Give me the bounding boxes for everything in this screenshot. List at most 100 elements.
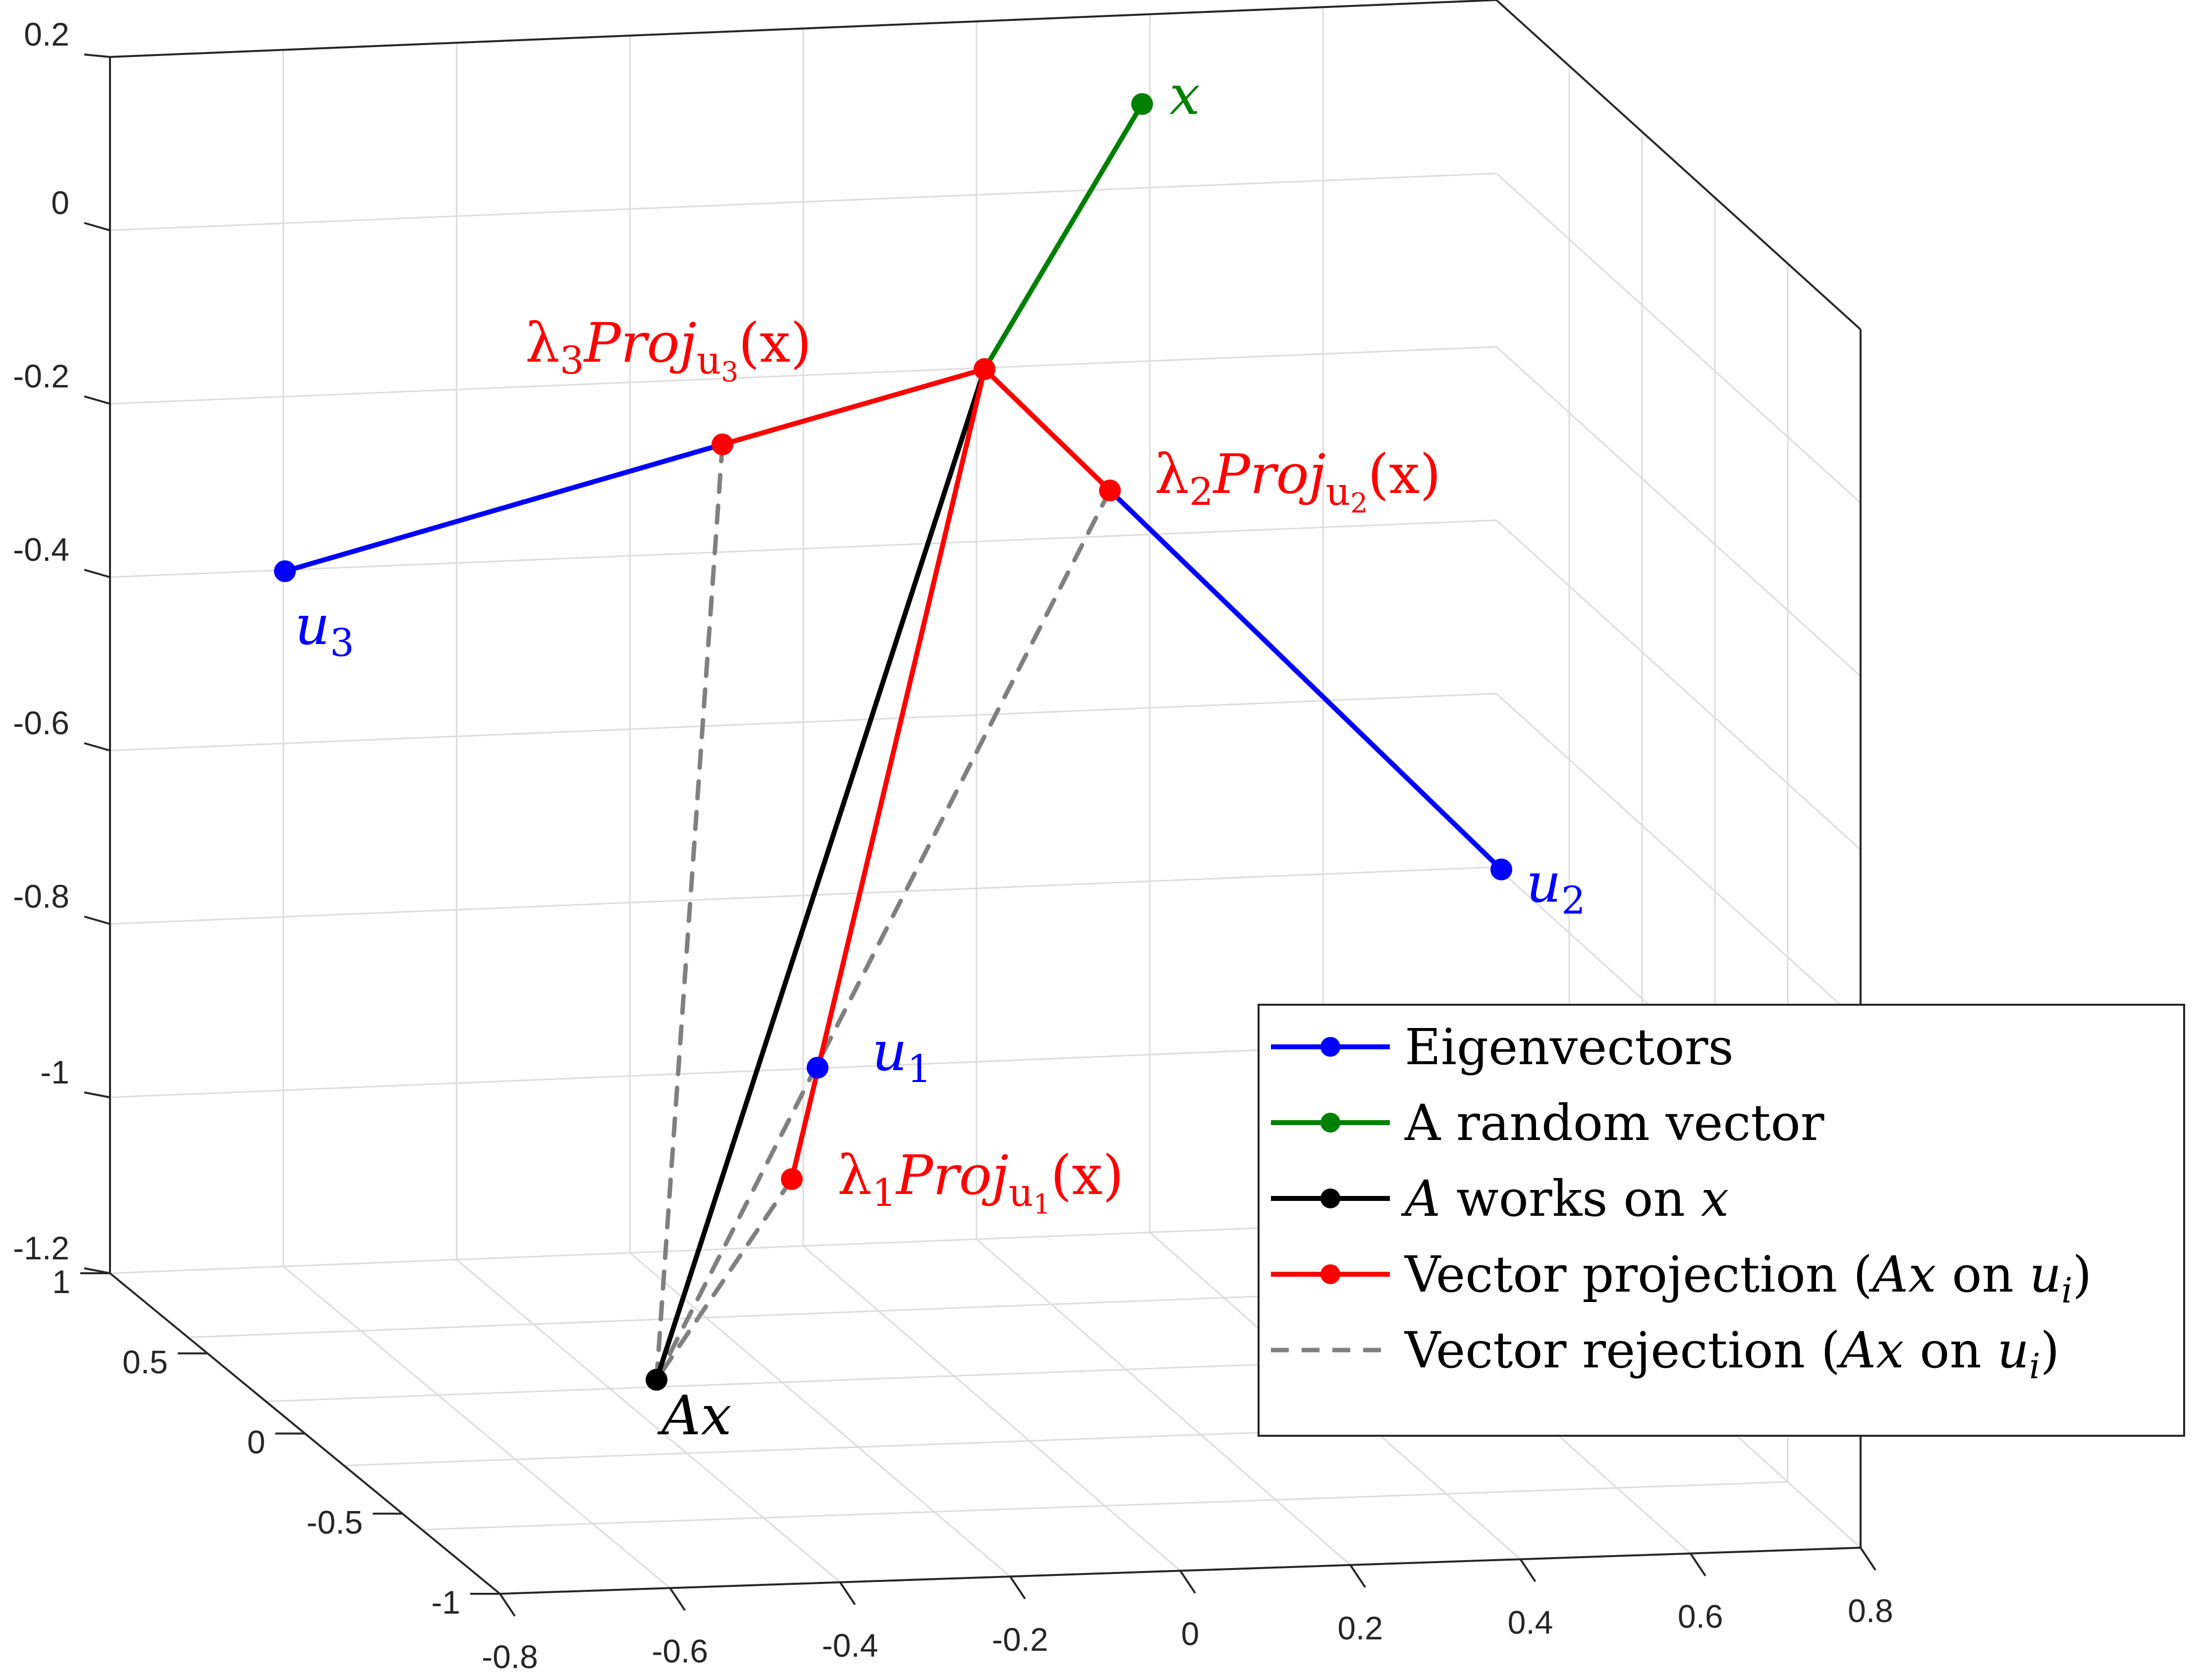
y-tick-label: -1 bbox=[431, 1584, 460, 1621]
legend-entry-part: x bbox=[1701, 1170, 1729, 1228]
legend-entry: A random vector bbox=[1404, 1094, 1824, 1152]
label-proj-u3-part: (x) bbox=[738, 311, 812, 375]
x-tick-label: -0.4 bbox=[822, 1627, 879, 1664]
axis-edge bbox=[110, 0, 1497, 58]
legend-entry: Vector rejection (Ax on ui) bbox=[1404, 1321, 2060, 1387]
data-series bbox=[274, 93, 1512, 1391]
legend-entry-part: Ax bbox=[1869, 1246, 1936, 1303]
legend-entry-part: i bbox=[2029, 1346, 2040, 1387]
projection-line-u2 bbox=[982, 367, 1112, 493]
x-tick-label: -0.8 bbox=[482, 1638, 538, 1675]
legend-entry: Vector projection (Ax on ui) bbox=[1404, 1246, 2092, 1311]
x-tick-label: -0.6 bbox=[652, 1632, 708, 1669]
point-Ax bbox=[646, 1369, 667, 1391]
legend-marker bbox=[1320, 1037, 1340, 1057]
z-tick-label: -0.4 bbox=[13, 531, 69, 568]
z-tick-mark bbox=[84, 742, 110, 752]
legend-entry-part: A bbox=[1401, 1170, 1440, 1228]
label-proj-u2-part: Proj bbox=[1212, 442, 1326, 506]
legend-entry-part: on bbox=[1936, 1246, 2030, 1303]
point-origin bbox=[974, 358, 995, 380]
label-proj-u1-part: (x) bbox=[1050, 1143, 1124, 1207]
legend-entry-part: Eigenvectors bbox=[1405, 1018, 1734, 1076]
point-proj-u1 bbox=[781, 1168, 803, 1190]
x-tick-mark bbox=[1860, 1547, 1876, 1571]
legend-entry-part: Vector projection ( bbox=[1404, 1246, 1872, 1303]
rejection-line-u2 bbox=[654, 488, 1112, 1382]
label-proj-u1-part: Proj bbox=[895, 1143, 1009, 1207]
rejection-line-u1 bbox=[654, 1177, 794, 1382]
z-tick-label: 0.2 bbox=[24, 16, 69, 53]
legend-entry-part: Vector rejection ( bbox=[1404, 1321, 1840, 1379]
x-tick-label: 0.4 bbox=[1508, 1604, 1553, 1640]
label-proj-u3-part: u bbox=[697, 339, 721, 383]
label-u2-part: u bbox=[1526, 851, 1561, 915]
label-proj-u1-part: λ bbox=[837, 1143, 872, 1207]
z-tick-mark bbox=[84, 395, 110, 405]
x-tick-mark bbox=[839, 1581, 856, 1605]
label-proj-u3: λ3Proju3(x) bbox=[525, 311, 812, 388]
legend-entry-part: works on bbox=[1440, 1170, 1701, 1228]
eigenvector-u2-line bbox=[1107, 488, 1504, 872]
x-tick-mark bbox=[669, 1587, 686, 1611]
label-u1: u1 bbox=[872, 1020, 932, 1091]
z-tick-label: -0.6 bbox=[13, 705, 69, 741]
grid-line bbox=[976, 1239, 1351, 1566]
label-proj-u1-part: 1 bbox=[872, 1171, 896, 1215]
z-tick-mark bbox=[84, 916, 110, 925]
legend-entry-part: A random vector bbox=[1404, 1094, 1824, 1152]
label-x: x bbox=[1169, 63, 1200, 127]
grid-line bbox=[629, 1252, 1011, 1577]
z-tick-label: -0.2 bbox=[13, 358, 69, 394]
grid-line bbox=[1495, 519, 1862, 851]
label-proj-u1: λ1Proju1(x) bbox=[837, 1143, 1124, 1220]
label-proj-u1-part: u bbox=[1009, 1171, 1034, 1215]
point-proj-u2 bbox=[1099, 480, 1121, 501]
grid-line bbox=[456, 1259, 841, 1583]
z-tick-label: -0.8 bbox=[13, 878, 69, 915]
point-proj-u3 bbox=[712, 434, 733, 455]
grid-line bbox=[1495, 346, 1862, 677]
z-tick-label: -1 bbox=[40, 1054, 69, 1090]
z-tick-mark bbox=[84, 222, 110, 231]
label-proj-u3-part: 3 bbox=[721, 356, 738, 388]
label-proj-u3-part: Proj bbox=[583, 311, 697, 375]
legend-entry: Eigenvectors bbox=[1405, 1018, 1734, 1076]
x-tick-mark bbox=[1009, 1576, 1026, 1600]
y-tick-label: 0.5 bbox=[122, 1344, 168, 1380]
z-tick-mark bbox=[84, 54, 110, 58]
x-tick-mark bbox=[1690, 1553, 1706, 1576]
label-Ax: Ax bbox=[657, 1384, 731, 1447]
z-tick-label: -1.2 bbox=[13, 1230, 69, 1266]
label-proj-u3-part: 3 bbox=[560, 339, 584, 383]
point-x bbox=[1131, 93, 1153, 115]
projection-line-u3 bbox=[720, 367, 987, 447]
grid-line bbox=[1495, 693, 1862, 1024]
label-u1-part: u bbox=[872, 1020, 907, 1083]
point-u2 bbox=[1490, 859, 1512, 880]
z-tick-mark bbox=[84, 1091, 110, 1098]
grid-line bbox=[1495, 172, 1862, 504]
eigenvector-u3-line bbox=[282, 442, 725, 574]
x-tick-label: 0 bbox=[1181, 1616, 1200, 1652]
random-vector-line bbox=[982, 102, 1145, 372]
label-u1-part: 1 bbox=[907, 1047, 932, 1091]
tick-labels: 0.20-0.2-0.4-0.6-0.8-1-1.210.50-0.5-1-0.… bbox=[13, 16, 1893, 1675]
label-u2: u2 bbox=[1526, 851, 1586, 923]
label-Ax-part: Ax bbox=[657, 1384, 731, 1447]
label-proj-u2: λ2Proju2(x) bbox=[1154, 442, 1441, 519]
label-proj-u2-part: (x) bbox=[1368, 442, 1441, 506]
legend-entry: A works on x bbox=[1401, 1170, 1729, 1228]
label-proj-u1-part: 1 bbox=[1033, 1189, 1050, 1220]
label-x-part: x bbox=[1169, 63, 1200, 127]
legend-entry-part: i bbox=[2061, 1270, 2072, 1311]
x-tick-label: 0.6 bbox=[1678, 1598, 1723, 1635]
legend-marker bbox=[1320, 1113, 1340, 1133]
label-proj-u2-part: λ bbox=[1154, 442, 1189, 506]
legend-marker bbox=[1320, 1189, 1340, 1208]
y-tick-label: 0 bbox=[247, 1424, 266, 1461]
legend-entry-part: ) bbox=[2040, 1321, 2060, 1379]
grid-line bbox=[803, 1245, 1181, 1572]
rejection-line-u3 bbox=[654, 442, 725, 1382]
